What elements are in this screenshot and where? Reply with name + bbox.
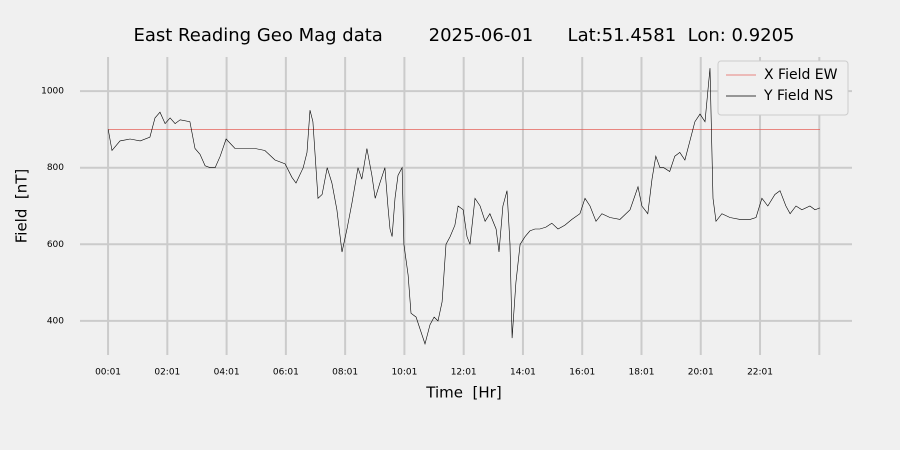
x-tick-label: 02:01	[154, 368, 180, 378]
legend-label: X Field EW	[764, 67, 838, 83]
x-tick-label: 20:01	[688, 368, 714, 378]
x-tick-label: 14:01	[510, 368, 536, 378]
x-tick-label: 12:01	[451, 368, 477, 378]
x-tick-label: 10:01	[391, 368, 417, 378]
x-tick-label: 16:01	[569, 368, 595, 378]
x-tick-label: 06:01	[273, 368, 299, 378]
x-tick-label: 22:01	[747, 368, 773, 378]
legend-label: Y Field NS	[763, 88, 833, 104]
x-axis-label: Time [Hr]	[425, 384, 501, 402]
x-tick-label: 08:01	[332, 368, 358, 378]
x-tick-label: 04:01	[214, 368, 240, 378]
y-tick-label: 400	[47, 316, 64, 326]
y-tick-label: 800	[47, 163, 64, 173]
x-tick-label: 00:01	[95, 368, 121, 378]
chart-title: East Reading Geo Mag data 2025-06-01 Lat…	[133, 25, 794, 46]
data-line	[107, 68, 821, 345]
x-tick-label: 18:01	[629, 368, 655, 378]
legend-box	[717, 60, 849, 116]
y-tick-label: 600	[47, 240, 64, 250]
y-tick-label: 1000	[41, 87, 64, 97]
legend: X Field EW Y Field NS	[717, 60, 849, 116]
y-axis-label: Field [nT]	[13, 169, 31, 244]
